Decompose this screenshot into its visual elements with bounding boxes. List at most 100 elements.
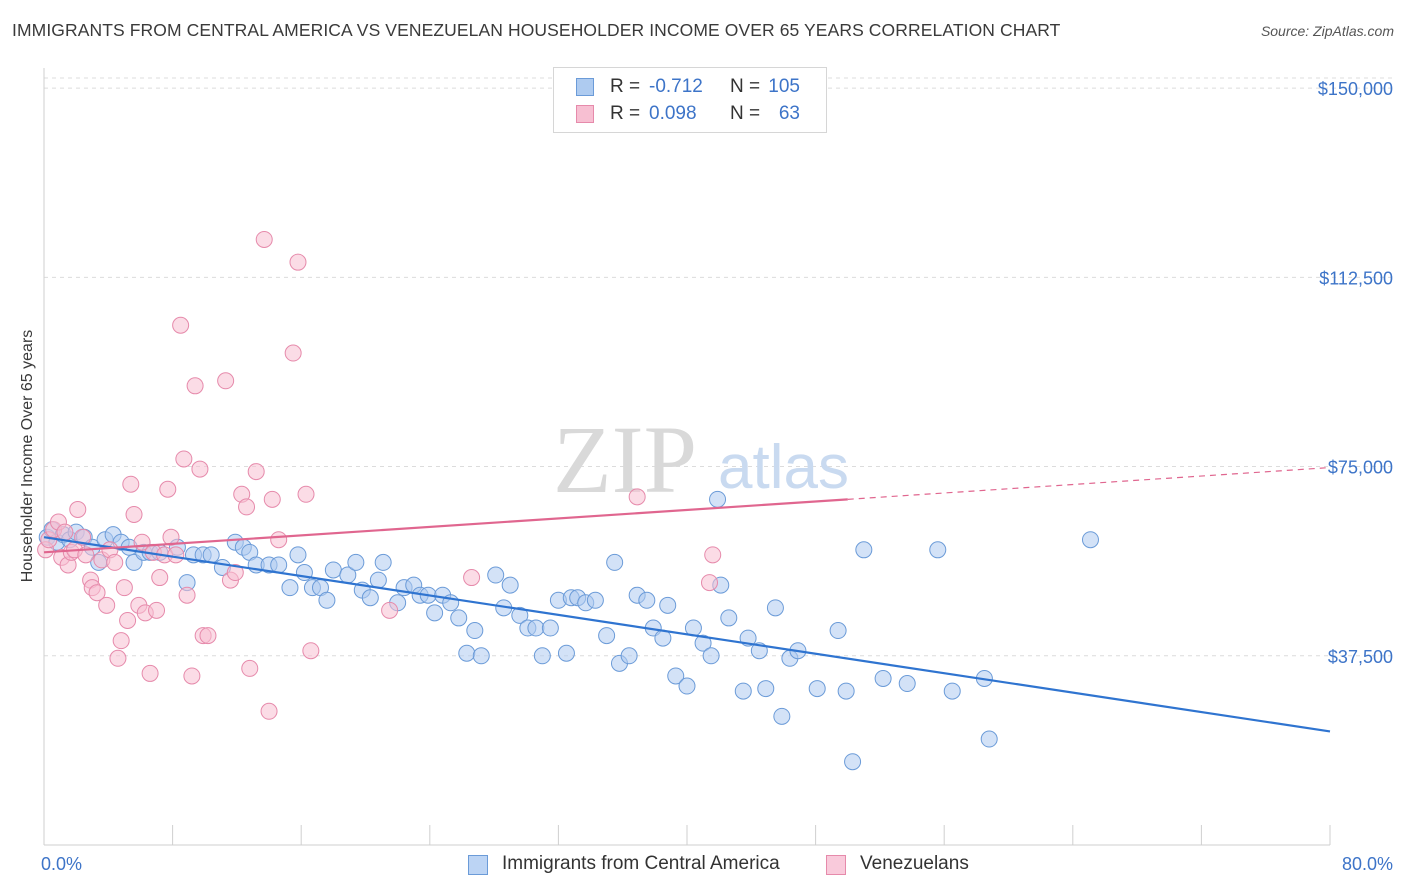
x-tick-label-min: 0.0% <box>41 854 82 874</box>
data-point <box>289 546 307 564</box>
data-point <box>125 505 143 523</box>
data-point <box>270 556 288 574</box>
data-point <box>369 571 387 589</box>
data-point <box>119 611 137 629</box>
data-point <box>586 591 604 609</box>
data-point <box>898 675 916 693</box>
data-point <box>773 707 791 725</box>
data-point <box>450 609 468 627</box>
data-point <box>361 589 379 607</box>
data-point <box>678 677 696 695</box>
data-point <box>186 377 204 395</box>
y-tick-label: $37,500 <box>1328 647 1393 667</box>
data-point <box>202 546 220 564</box>
data-point <box>302 642 320 660</box>
series-venezuelans <box>37 230 722 720</box>
legend-r-value: 0.098 <box>649 103 697 124</box>
watermark-zip: ZIP <box>553 406 697 513</box>
legend-r-label: R = <box>610 103 641 124</box>
legend-swatch-venezuelans <box>826 855 846 875</box>
watermark-atlas: atlas <box>718 433 849 502</box>
data-point <box>289 253 307 271</box>
data-point <box>734 682 752 700</box>
data-point <box>874 669 892 687</box>
data-point <box>844 753 862 771</box>
data-point <box>191 460 209 478</box>
data-point <box>628 488 646 506</box>
trend-line-extension <box>847 466 1331 500</box>
data-point <box>284 344 302 362</box>
data-point <box>943 682 961 700</box>
data-point <box>557 644 575 662</box>
data-point <box>466 622 484 640</box>
legend-n-label: N = <box>730 103 761 124</box>
data-point <box>255 230 273 248</box>
data-point <box>606 553 624 571</box>
legend-label-venezuelans: Venezuelans <box>860 853 969 874</box>
trend-line <box>43 536 1331 733</box>
legend-swatch-central-america <box>576 78 594 96</box>
legend-swatch-venezuelans <box>576 105 594 123</box>
data-point <box>487 566 505 584</box>
watermark: ZIP atlas <box>553 406 849 513</box>
data-point <box>260 702 278 720</box>
data-point <box>217 372 235 390</box>
data-point <box>620 647 638 665</box>
data-point <box>69 500 87 518</box>
data-point <box>929 541 947 559</box>
data-point <box>472 647 490 665</box>
data-point <box>238 498 256 516</box>
data-point <box>297 485 315 503</box>
data-point <box>199 627 217 645</box>
data-point <box>175 450 193 468</box>
data-point <box>112 632 130 650</box>
data-point <box>426 604 444 622</box>
data-point <box>141 664 159 682</box>
legend-swatch-central-america <box>468 855 488 875</box>
data-point <box>172 316 190 334</box>
data-point <box>88 584 106 602</box>
y-tick-label: $112,500 <box>1319 268 1393 288</box>
data-point <box>1081 531 1099 549</box>
data-point <box>501 576 519 594</box>
data-point <box>458 644 476 662</box>
data-point <box>56 523 74 541</box>
data-point <box>381 601 399 619</box>
data-point <box>162 528 180 546</box>
data-point <box>318 591 336 609</box>
data-point <box>766 599 784 617</box>
legend-r-label: R = <box>610 76 641 97</box>
data-point <box>837 682 855 700</box>
y-tick-labels: $37,500 $75,000 $112,500 $150,000 <box>1318 79 1393 667</box>
trend-line <box>43 498 848 554</box>
legend-label-central-america: Immigrants from Central America <box>502 853 780 874</box>
x-tick-labels: 0.0% 80.0% <box>41 854 1393 874</box>
data-point <box>106 553 124 571</box>
data-point <box>241 659 259 677</box>
x-tick-label-max: 80.0% <box>1342 854 1393 874</box>
series-layer <box>37 230 1331 771</box>
data-point <box>720 609 738 627</box>
source-credit: Source: ZipAtlas.com <box>1260 23 1394 39</box>
correlation-legend: R = -0.712 N = 105 R = 0.098 N = 63 <box>553 67 827 133</box>
legend-n-value: 63 <box>778 103 800 124</box>
y-tick-label: $150,000 <box>1318 79 1393 99</box>
data-point <box>659 596 677 614</box>
legend-r-value: -0.712 <box>649 76 703 97</box>
data-point <box>159 480 177 498</box>
data-point <box>263 490 281 508</box>
data-point <box>324 561 342 579</box>
y-tick-label: $75,000 <box>1328 458 1393 478</box>
data-point <box>829 622 847 640</box>
data-point <box>808 680 826 698</box>
data-point <box>704 546 722 564</box>
data-point <box>115 579 133 597</box>
data-point <box>183 667 201 685</box>
data-point <box>167 546 185 564</box>
data-point <box>270 531 288 549</box>
data-point <box>541 619 559 637</box>
data-point <box>109 649 127 667</box>
data-point <box>511 606 529 624</box>
data-point <box>667 667 685 685</box>
